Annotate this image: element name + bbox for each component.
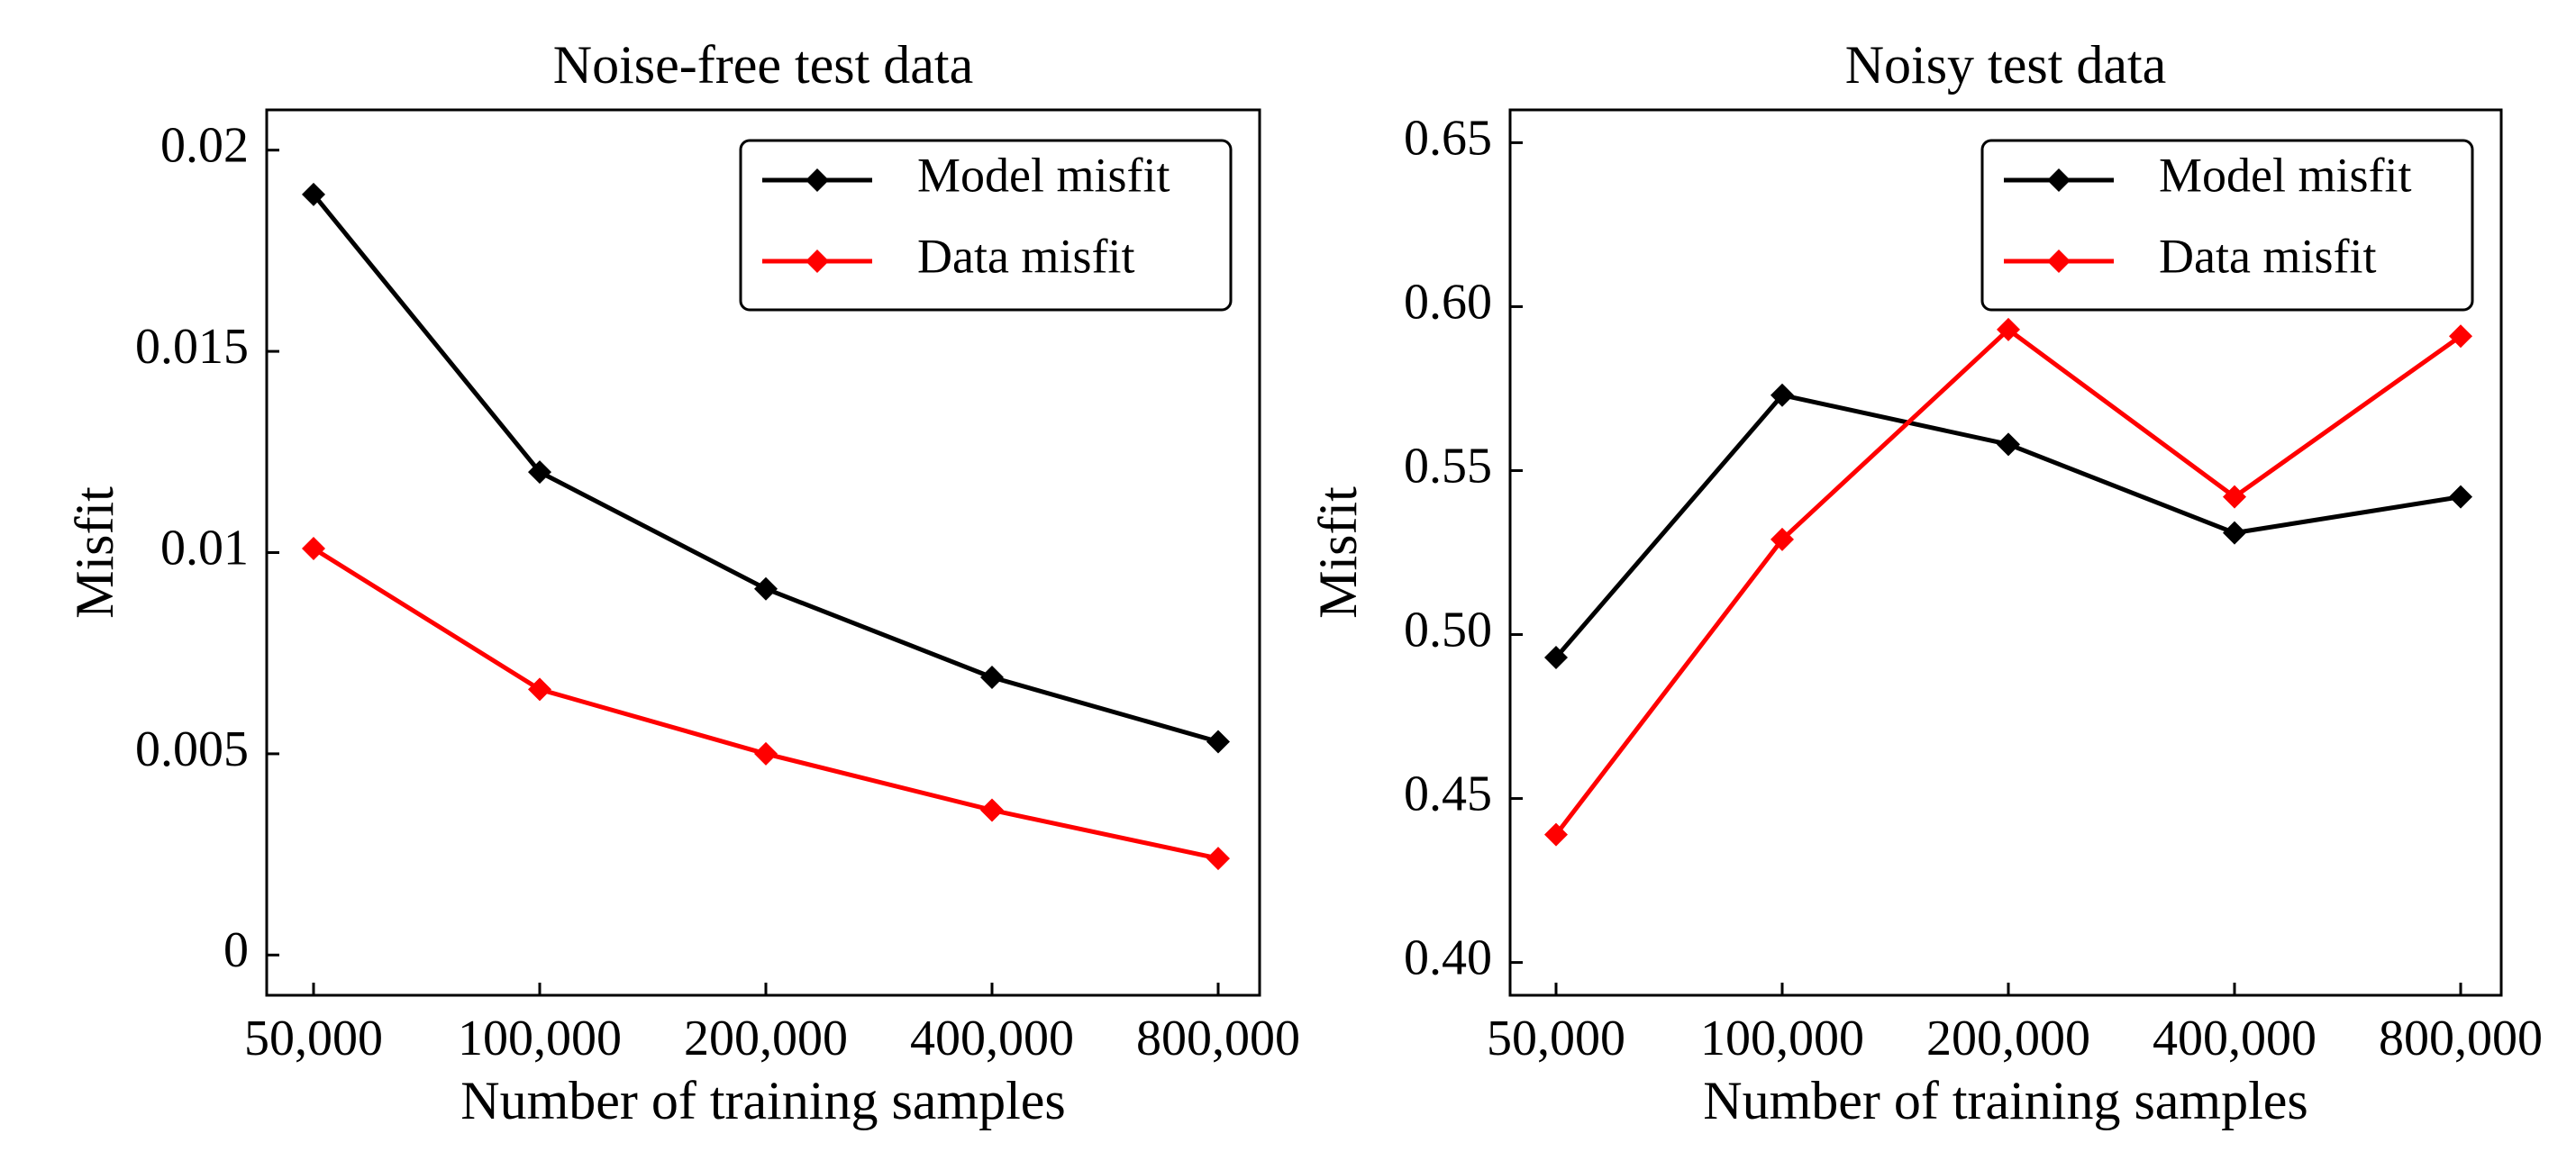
x-tick-label: 800,000 — [2379, 1011, 2543, 1066]
y-tick-label: 0.55 — [1404, 438, 1492, 494]
legend-marker-data — [2047, 249, 2071, 273]
data-point-data — [1997, 317, 2020, 341]
data-point-data — [754, 741, 778, 766]
y-axis-label: Misfit — [1308, 486, 1368, 619]
legend-marker-model — [806, 168, 829, 192]
y-tick-label: 0.60 — [1404, 274, 1492, 330]
legend-label-data: Data misfit — [917, 229, 1134, 283]
y-tick-label: 0.40 — [1404, 930, 1492, 985]
y-tick-label: 0 — [223, 922, 249, 978]
data-point-model — [1997, 432, 2020, 457]
legend-marker-data — [806, 249, 829, 273]
series-group — [302, 182, 1230, 871]
x-axis-label: Number of training samples — [1703, 1071, 2308, 1130]
data-point-data — [302, 537, 325, 561]
chart-title: Noise-free test data — [553, 35, 973, 95]
y-tick-label: 0.005 — [135, 721, 249, 777]
data-point-data — [1544, 822, 1568, 847]
data-point-data — [528, 677, 551, 702]
x-tick-label: 200,000 — [684, 1011, 848, 1066]
x-tick-label: 100,000 — [1700, 1011, 1864, 1066]
chart-title: Noisy test data — [1845, 35, 2167, 95]
plot-frame — [265, 108, 1261, 997]
data-point-data — [2223, 485, 2246, 509]
x-axis-label: Number of training samples — [460, 1071, 1066, 1130]
chart-noise-free: Noise-free test data Number of training … — [65, 35, 1300, 1130]
data-point-data — [2449, 324, 2472, 349]
data-point-model — [528, 460, 551, 485]
legend: Model misfit Data misfit — [739, 139, 1233, 312]
x-tick-label: 200,000 — [1926, 1011, 2090, 1066]
data-point-data — [1770, 527, 1794, 551]
data-point-data — [1206, 847, 1230, 871]
x-tick-label: 800,000 — [1136, 1011, 1300, 1066]
y-axis-label: Misfit — [65, 486, 124, 619]
data-point-model — [754, 576, 778, 601]
series-line-data — [1554, 327, 2462, 837]
legend-label-model: Model misfit — [917, 148, 1170, 202]
chart-noisy: Noisy test data Number of training sampl… — [1308, 35, 2543, 1130]
data-point-model — [302, 182, 325, 206]
x-tick-label: 50,000 — [1487, 1011, 1625, 1066]
data-point-model — [1770, 383, 1794, 407]
data-point-model — [2449, 485, 2472, 509]
data-point-data — [980, 798, 1004, 822]
series-group — [1544, 317, 2472, 847]
tick-group: 0.40 0.45 0.50 0.55 0.60 0.65 50,000 100,000 200… — [1404, 110, 2543, 1066]
legend-box — [739, 139, 1233, 312]
y-tick-label: 0.015 — [135, 319, 249, 375]
data-point-model — [1206, 730, 1230, 754]
y-tick-label: 0.45 — [1404, 766, 1492, 821]
data-point-model — [980, 666, 1004, 690]
x-tick-label: 400,000 — [910, 1011, 1074, 1066]
y-tick-label: 0.65 — [1404, 110, 1492, 166]
legend-box — [1980, 139, 2474, 312]
legend: Model misfit Data misfit — [1980, 139, 2474, 312]
legend-label-model: Model misfit — [2159, 148, 2412, 202]
legend-marker-model — [2047, 168, 2071, 192]
y-tick-label: 0.50 — [1404, 602, 1492, 658]
data-point-model — [1544, 646, 1568, 670]
plot-frame — [1508, 108, 2503, 997]
legend-label-data: Data misfit — [2159, 229, 2376, 283]
tick-group: 0 0.005 0.01 0.015 0.02 50,000 100,000 200,000 4… — [135, 118, 1300, 1066]
x-tick-label: 100,000 — [458, 1011, 622, 1066]
y-tick-label: 0.01 — [160, 520, 249, 576]
x-tick-label: 400,000 — [2153, 1011, 2317, 1066]
data-point-model — [2223, 521, 2246, 545]
x-tick-label: 50,000 — [244, 1011, 383, 1066]
y-tick-label: 0.02 — [160, 118, 249, 174]
